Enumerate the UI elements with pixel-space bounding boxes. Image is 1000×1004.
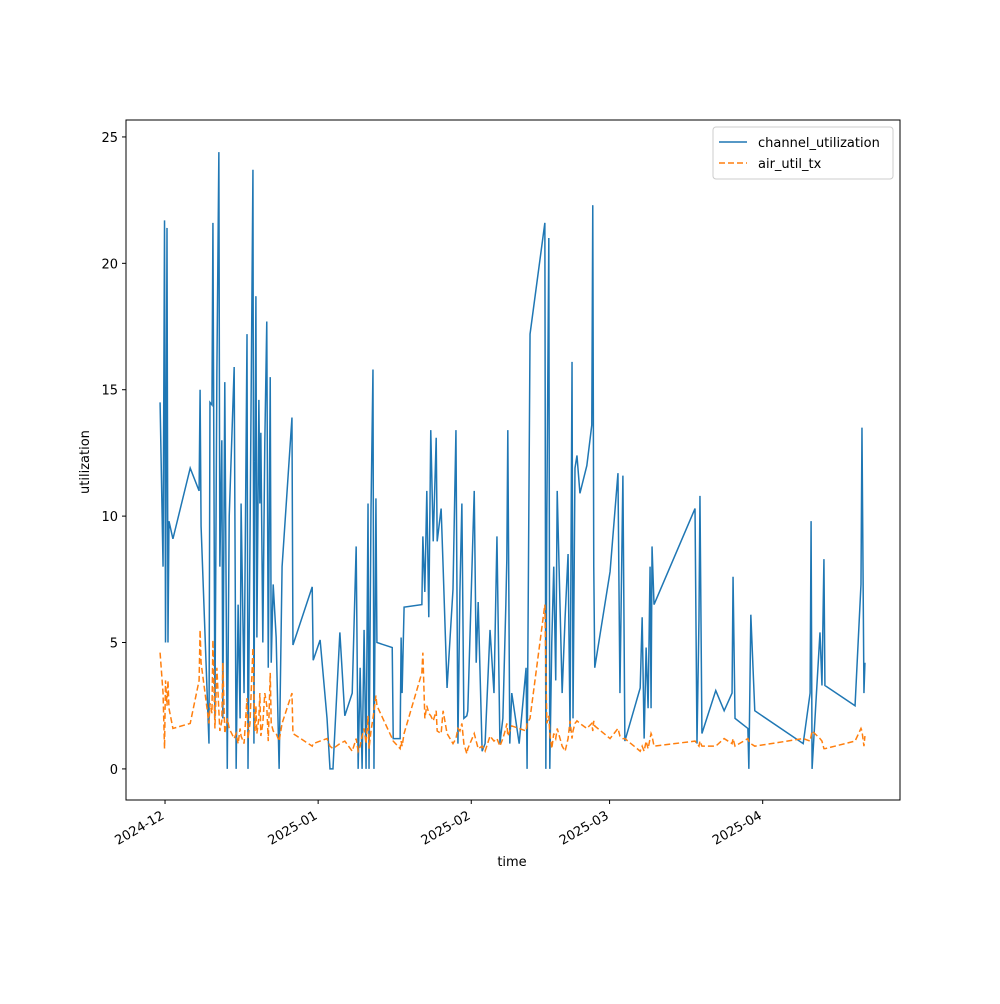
series-line xyxy=(159,604,866,755)
y-tick-label: 10 xyxy=(101,510,118,525)
x-tick-label: 2025-03 xyxy=(557,808,612,848)
x-tick-label: 2025-04 xyxy=(710,808,765,848)
x-tick-label: 2025-01 xyxy=(266,808,321,848)
x-axis-label: time xyxy=(497,855,526,870)
y-tick-label: 0 xyxy=(110,763,118,778)
y-axis-label: utilization xyxy=(78,430,93,494)
y-tick-label: 5 xyxy=(110,637,118,652)
x-tick-label: 2025-02 xyxy=(419,808,474,848)
legend-box xyxy=(712,126,894,180)
y-tick-label: 25 xyxy=(101,131,118,146)
legend-label: air_util_tx xyxy=(758,157,822,172)
y-tick-label: 20 xyxy=(101,257,118,272)
legend-label: channel_utilization xyxy=(758,136,880,151)
plot-frame xyxy=(125,119,901,801)
series-line xyxy=(159,152,866,770)
x-tick-label: 2024-12 xyxy=(112,808,167,848)
y-tick-label: 15 xyxy=(101,384,118,399)
